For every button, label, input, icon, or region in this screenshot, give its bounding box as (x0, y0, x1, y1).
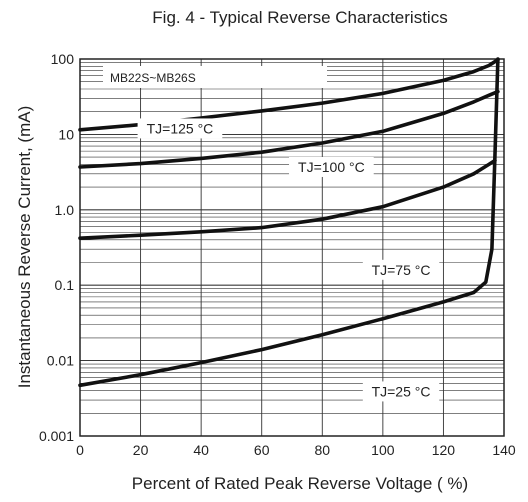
curve-annotation-background (362, 381, 440, 402)
legend-box-background (103, 66, 327, 88)
chart-title: Fig. 4 - Typical Reverse Characteristics (152, 8, 447, 27)
x-tick-label: 120 (432, 442, 456, 458)
y-tick-label: 0.01 (47, 353, 74, 369)
series-line-4 (78, 57, 500, 388)
series-line-3 (78, 158, 497, 240)
x-tick-label: 80 (314, 442, 330, 458)
legend-box-label: MB22S~MB26S (110, 71, 196, 85)
x-tick-label: 20 (133, 442, 149, 458)
curve-annotation-label: TJ=100 °C (298, 159, 365, 175)
annotation-layer: TJ=125 °C TJ=100 °C TJ=75 °C TJ=25 °C (137, 118, 440, 402)
y-axis-label: Instantaneous Reverse Current, (mA) (15, 106, 34, 389)
curve-annotation-2: TJ=100 °C (289, 156, 374, 177)
curve-annotation-background (362, 259, 440, 280)
x-tick-label: 140 (492, 442, 516, 458)
series-layer (78, 57, 500, 388)
curve-annotation-background (289, 156, 374, 177)
curve-annotation-1: TJ=125 °C (137, 118, 223, 139)
y-tick-label: 100 (51, 51, 75, 67)
curve-annotation-label: TJ=125 °C (147, 120, 214, 136)
curve-annotation-label: TJ=25 °C (372, 383, 431, 399)
x-axis-label: Percent of Rated Peak Reverse Voltage ( … (132, 474, 468, 493)
series-line-2 (78, 89, 500, 169)
y-tick-label: 1.0 (55, 202, 75, 218)
x-tick-label: 40 (193, 442, 209, 458)
y-tick-label: 10 (58, 126, 74, 142)
x-axis-ticks: 0 20 40 60 80 100 120 140 (76, 442, 516, 458)
curve-annotation-background (137, 118, 223, 139)
y-axis-ticks: 0.001 0.01 0.1 1.0 10 100 (39, 51, 74, 444)
x-tick-label: 100 (371, 442, 395, 458)
curve-annotation-3: TJ=75 °C (362, 259, 440, 280)
x-tick-label: 60 (254, 442, 270, 458)
legend-box: MB22S~MB26S (103, 66, 327, 88)
plot-frame (79, 58, 505, 437)
y-tick-label: 0.1 (55, 277, 75, 293)
x-tick-label: 0 (76, 442, 84, 458)
y-tick-label: 0.001 (39, 428, 74, 444)
curve-annotation-label: TJ=75 °C (372, 262, 431, 278)
curve-annotation-4: TJ=25 °C (362, 381, 440, 402)
